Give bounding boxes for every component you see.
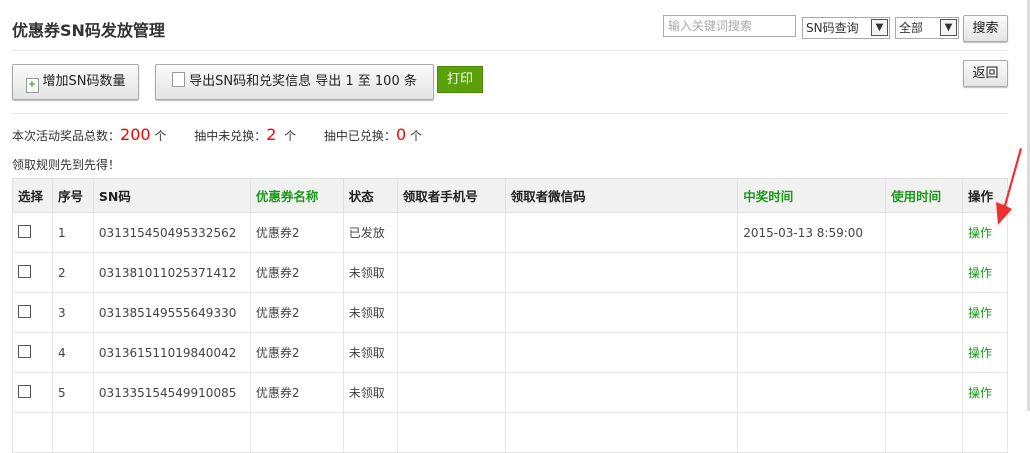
print-button[interactable]: 打印 xyxy=(437,66,483,93)
cell-sn: 031385149555649330 xyxy=(92,292,251,333)
cell-no: 2 xyxy=(51,252,94,293)
cell-name: 优惠券2 xyxy=(249,212,344,253)
cell-name: 优惠券2 xyxy=(249,332,344,373)
cell-phone xyxy=(396,252,506,293)
row-checkbox[interactable] xyxy=(18,224,31,238)
chevron-down-icon: ▼ xyxy=(940,19,957,36)
cell-wechat xyxy=(504,372,739,413)
cell-op[interactable]: 操作 xyxy=(961,332,1009,373)
cell-name: 优惠券2 xyxy=(249,252,344,293)
red-arrow-annotation xyxy=(996,148,1022,225)
table-header: 选择 序号 SN码 优惠券名称 状态 领取者手机号 领取者微信码 中奖时间 使用… xyxy=(12,178,1009,213)
cell-wechat xyxy=(504,292,739,333)
add-file-icon: + xyxy=(25,78,39,93)
table-row: 2 031381011025371412 优惠券2 未领取 操作 xyxy=(12,252,1009,293)
cell-op[interactable]: 操作 xyxy=(961,252,1009,293)
search-input[interactable] xyxy=(663,15,796,37)
cell-wechat xyxy=(504,212,739,253)
table-row: 5 031335154549910085 优惠券2 未领取 操作 xyxy=(12,372,1009,413)
table-row: 4 031361511019840042 优惠券2 未领取 操作 xyxy=(12,332,1009,373)
cell-use-time xyxy=(885,332,963,373)
cell-status: 未领取 xyxy=(342,372,398,413)
cell-use-time xyxy=(885,252,963,293)
cell-use-time xyxy=(885,372,963,413)
cell-sn: 031315450495332562 xyxy=(92,212,251,253)
col-phone: 领取者手机号 xyxy=(396,178,506,213)
back-button[interactable]: 返回 xyxy=(963,60,1008,87)
cell-status: 未领取 xyxy=(342,292,398,333)
cell-use-time xyxy=(885,212,963,253)
add-sn-button[interactable]: + 增加SN码数量 xyxy=(12,64,139,100)
cell-phone xyxy=(396,212,506,253)
cell-status: 已发放 xyxy=(342,212,398,253)
search-type-select[interactable]: SN码查询 ▼ xyxy=(802,17,890,39)
cell-win-time xyxy=(737,292,887,333)
row-checkbox-cell xyxy=(12,212,53,253)
cell-wechat xyxy=(504,332,739,373)
rule-text: 领取规则先到先得！ xyxy=(12,158,121,172)
col-use-time[interactable]: 使用时间 xyxy=(885,178,963,213)
export-file-icon xyxy=(172,72,186,87)
sn-table: 选择 序号 SN码 优惠券名称 状态 领取者手机号 领取者微信码 中奖时间 使用… xyxy=(12,178,1009,453)
row-checkbox[interactable] xyxy=(18,384,31,398)
table-row: 1 031315450495332562 优惠券2 已发放 2015-03-13 8:5… xyxy=(12,212,1009,253)
col-op: 操作 xyxy=(961,178,1009,213)
cell-no: 4 xyxy=(51,332,94,373)
row-checkbox-cell xyxy=(12,372,53,413)
row-checkbox[interactable] xyxy=(18,344,31,358)
cell-sn: 031361511019840042 xyxy=(92,332,251,373)
cell-no: 3 xyxy=(51,292,94,333)
cell-wechat xyxy=(504,252,739,293)
cell-phone xyxy=(396,332,506,373)
filter-select[interactable]: 全部 ▼ xyxy=(895,17,959,39)
col-wechat: 领取者微信码 xyxy=(504,178,739,213)
export-button[interactable]: 导出SN码和兑奖信息 导出 1 至 100 条 xyxy=(155,64,434,100)
cell-op[interactable]: 操作 xyxy=(961,372,1009,413)
cell-use-time xyxy=(885,292,963,333)
col-status: 状态 xyxy=(342,178,398,213)
cell-win-time xyxy=(737,372,887,413)
search-button[interactable]: 搜索 xyxy=(963,15,1008,42)
divider xyxy=(12,50,1008,51)
row-checkbox[interactable] xyxy=(18,304,31,318)
cell-phone xyxy=(396,292,506,333)
stats: 本次活动奖品总数：200 个 抽中未兑换：2 个 抽中已兑换：0 个 xyxy=(12,125,422,144)
table-row: 3 031385149555649330 优惠券2 未领取 操作 xyxy=(12,292,1009,333)
divider xyxy=(12,113,1008,114)
cell-status: 未领取 xyxy=(342,252,398,293)
cell-sn: 031381011025371412 xyxy=(92,252,251,293)
row-checkbox-cell xyxy=(12,292,53,333)
cell-phone xyxy=(396,372,506,413)
page-title: 优惠券SN码发放管理 xyxy=(12,21,165,40)
row-checkbox-cell xyxy=(12,252,53,293)
col-no: 序号 xyxy=(51,178,94,213)
cell-status: 未领取 xyxy=(342,332,398,373)
cell-op[interactable]: 操作 xyxy=(961,292,1009,333)
cell-name: 优惠券2 xyxy=(249,372,344,413)
row-checkbox-cell xyxy=(12,332,53,373)
col-coupon-name[interactable]: 优惠券名称 xyxy=(249,178,344,213)
cell-sn: 031335154549910085 xyxy=(92,372,251,413)
scrollbar[interactable] xyxy=(1027,0,1030,411)
col-select: 选择 xyxy=(12,178,53,213)
col-sn: SN码 xyxy=(92,178,251,213)
cell-name: 优惠券2 xyxy=(249,292,344,333)
cell-no: 5 xyxy=(51,372,94,413)
chevron-down-icon: ▼ xyxy=(871,19,888,36)
cell-win-time xyxy=(737,332,887,373)
row-checkbox[interactable] xyxy=(18,264,31,278)
col-win-time[interactable]: 中奖时间 xyxy=(737,178,887,213)
cell-win-time xyxy=(737,252,887,293)
cell-win-time: 2015-03-13 8:59:00 xyxy=(737,212,887,253)
table-row xyxy=(12,412,1009,453)
cell-no: 1 xyxy=(51,212,94,253)
